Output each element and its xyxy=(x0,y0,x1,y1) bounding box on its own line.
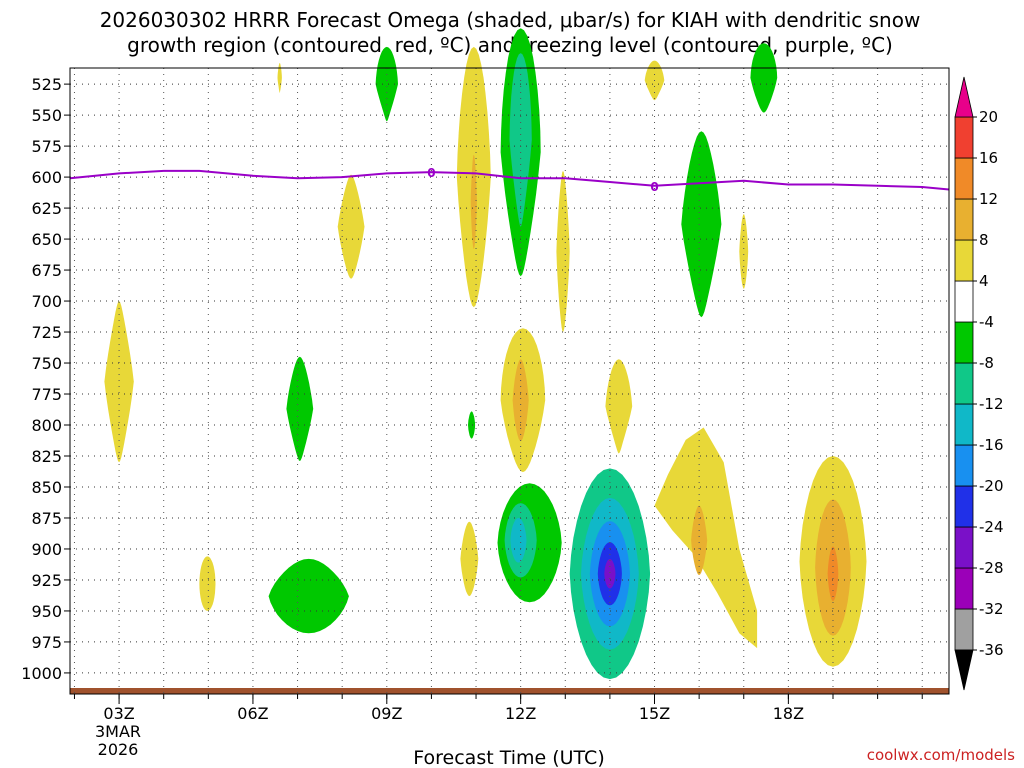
colorbar-box-2 xyxy=(954,567,974,610)
colorbar-label-2: -28 xyxy=(979,559,1004,577)
omega-mark-12z-mid-core xyxy=(512,359,529,442)
omega-shading-layer xyxy=(70,28,949,694)
omega-mark-7z-top xyxy=(277,63,282,93)
colorbar-box-3 xyxy=(954,526,974,569)
omega-mark-12z-low-core xyxy=(510,518,527,563)
y-tick-label-925: 925 xyxy=(31,571,62,590)
colorbar-label-7: -8 xyxy=(979,354,994,372)
y-tick-label-525: 525 xyxy=(31,75,62,94)
y-tick-label-700: 700 xyxy=(31,292,62,311)
x-date-line-2: 2026 xyxy=(98,740,139,759)
y-tick-label-550: 550 xyxy=(31,106,62,125)
colorbar-label-4: -20 xyxy=(979,477,1004,495)
y-tick-label-850: 850 xyxy=(31,478,62,497)
omega-mark-3z-mid xyxy=(104,301,134,463)
colorbar-label-1: -32 xyxy=(979,600,1004,618)
colorbar-label-8: -4 xyxy=(979,313,994,331)
omega-mark-12z-upper-core xyxy=(509,53,532,227)
colorbar-label-12: 16 xyxy=(979,149,998,167)
y-tick-label-1000: 1000 xyxy=(21,664,62,683)
omega-mark-17z-upper xyxy=(739,214,749,289)
colorbar-min-triangle xyxy=(954,649,974,691)
plot-frame xyxy=(69,67,950,695)
omega-mark-11z-upper-core xyxy=(470,154,477,249)
y-tick-label-875: 875 xyxy=(31,509,62,528)
omega-mark-7z-low xyxy=(268,558,349,634)
colorbar-box-11 xyxy=(954,198,974,241)
colorbar-box-12 xyxy=(954,157,974,200)
omega-mark-5z-low xyxy=(199,556,216,611)
y-tick-label-625: 625 xyxy=(31,199,62,218)
omega-mark-11z-low xyxy=(460,521,479,597)
x-axis: 03Z 06Z 09Z 12Z 15Z 18Z xyxy=(73,694,923,723)
x-axis-title: Forecast Time (UTC) xyxy=(413,747,604,768)
omega-mark-7z-mid xyxy=(286,356,314,461)
y-tick-label-675: 675 xyxy=(31,261,62,280)
grid-layer xyxy=(70,68,949,694)
omega-mark-14z-mid xyxy=(605,359,633,454)
colorbar-label-5: -16 xyxy=(979,436,1004,454)
y-tick-label-750: 750 xyxy=(31,354,62,373)
omega-mark-16z-upper xyxy=(681,131,722,318)
omega-mark-16z-low-core xyxy=(691,505,708,575)
freezing-level-layer: 00 xyxy=(69,166,950,194)
y-tick-label-775: 775 xyxy=(31,385,62,404)
omega-mark-13z-upper xyxy=(556,170,570,332)
freezing-level-line xyxy=(69,169,950,191)
x-tick-label-09Z: 09Z xyxy=(371,704,402,723)
omega-mark-11z-mid xyxy=(468,411,476,439)
source-credit[interactable]: coolwx.com/models xyxy=(867,746,1015,764)
chart-title-line-1: 2026030302 HRRR Forecast Omega (shaded, … xyxy=(100,8,921,32)
colorbar-box-1 xyxy=(954,608,974,651)
colorbar-label-0: -36 xyxy=(979,641,1004,659)
colorbar-box-6 xyxy=(954,403,974,446)
y-tick-label-975: 975 xyxy=(31,633,62,652)
colorbar-label-6: -12 xyxy=(979,395,1004,413)
colorbar-max-triangle xyxy=(954,76,974,118)
colorbar-box-4 xyxy=(954,485,974,528)
y-axis: 525 550 575 600 625 650 675 700 725 750 775 800 825 8… xyxy=(21,75,70,683)
y-tick-label-725: 725 xyxy=(31,323,62,342)
colorbar-label-10: 8 xyxy=(979,231,989,249)
y-tick-label-800: 800 xyxy=(31,416,62,435)
colorbar-box-5 xyxy=(954,444,974,487)
colorbar-label-13: 20 xyxy=(979,108,998,126)
freezing-level-label-1: 0 xyxy=(427,166,435,180)
colorbar-box-9 xyxy=(954,280,974,323)
colorbar: -36 -32 -28 -24 -20 -16 -12 -8 -4 4 8 12 16 20 xyxy=(954,76,1004,691)
omega-mark-19z-low-core xyxy=(827,546,839,601)
colorbar-box-8 xyxy=(954,321,974,364)
omega-mark-14z-core-level-5 xyxy=(604,559,616,589)
x-tick-label-12Z: 12Z xyxy=(505,704,536,723)
x-tick-label-18Z: 18Z xyxy=(773,704,804,723)
colorbar-box-7 xyxy=(954,362,974,405)
y-tick-label-900: 900 xyxy=(31,540,62,559)
freezing-level-label-2: 0 xyxy=(650,180,658,194)
colorbar-box-13 xyxy=(954,116,974,159)
colorbar-label-3: -24 xyxy=(979,518,1004,536)
x-tick-label-06Z: 06Z xyxy=(237,704,268,723)
omega-mark-9z-top xyxy=(375,46,398,122)
y-tick-label-600: 600 xyxy=(31,168,62,187)
colorbar-label-9: 4 xyxy=(979,272,989,290)
x-tick-label-03Z: 03Z xyxy=(103,704,134,723)
omega-mark-17z-top xyxy=(750,43,778,113)
y-tick-label-650: 650 xyxy=(31,230,62,249)
colorbar-box-10 xyxy=(954,239,974,282)
terrain-strip xyxy=(70,688,949,694)
y-tick-label-950: 950 xyxy=(31,602,62,621)
y-tick-label-575: 575 xyxy=(31,137,62,156)
colorbar-label-11: 12 xyxy=(979,190,998,208)
x-tick-label-15Z: 15Z xyxy=(639,704,670,723)
x-date-line-1: 3MAR xyxy=(95,722,141,741)
y-tick-label-825: 825 xyxy=(31,447,62,466)
omega-mark-8z-upper xyxy=(337,174,365,279)
